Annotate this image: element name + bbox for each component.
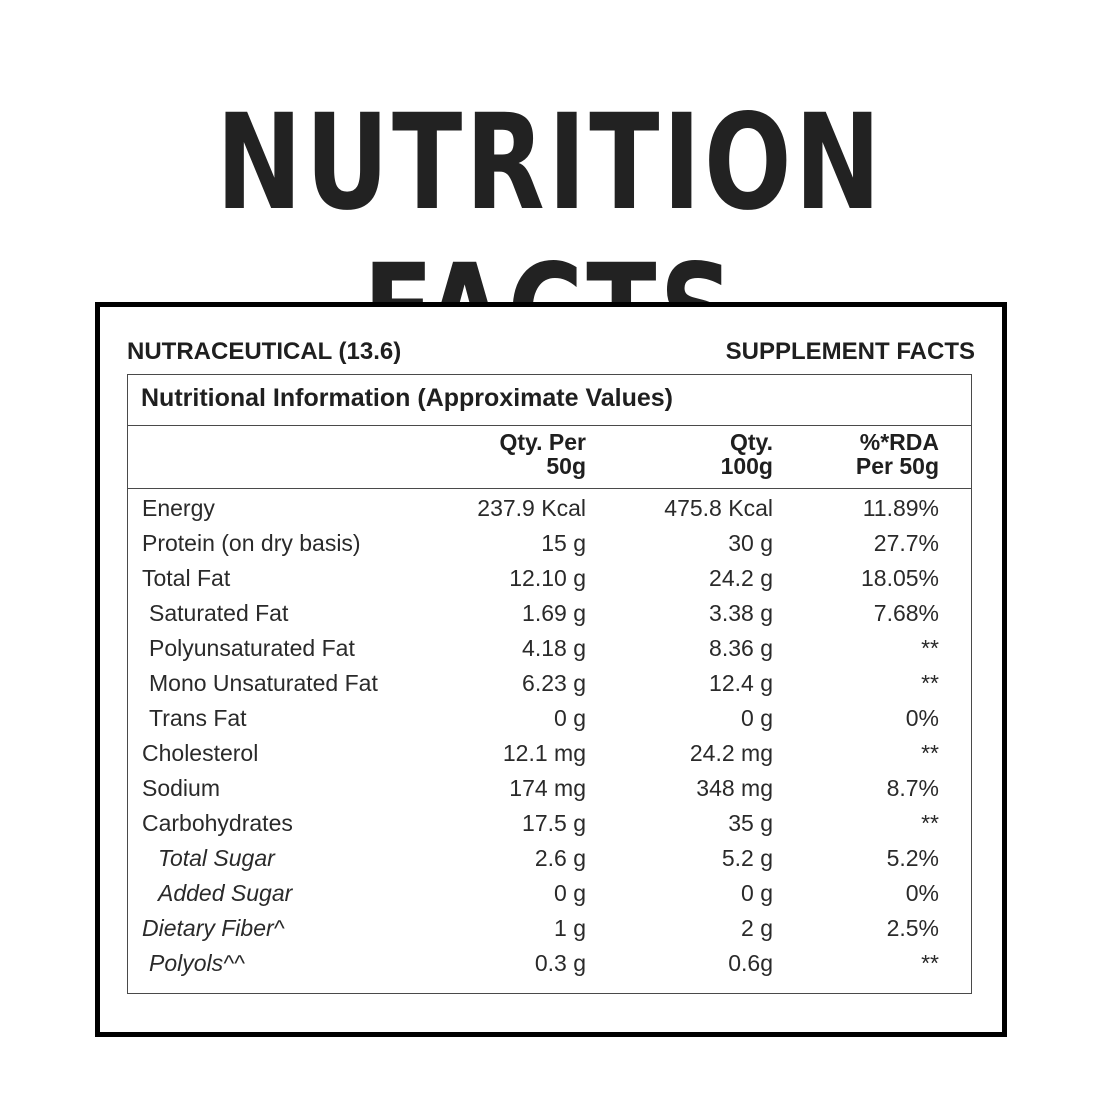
table-row: Polyols^^ 0.3 g 0.6g ** <box>128 950 971 985</box>
nutrient-name: Dietary Fiber^ <box>142 915 285 941</box>
rda-percent: 27.7% <box>873 530 939 556</box>
qty-per-100g: 35 g <box>728 810 773 836</box>
rda-percent: ** <box>921 810 939 836</box>
qty-per-100g: 475.8 Kcal <box>664 495 773 521</box>
rda-percent: 11.89% <box>862 495 939 521</box>
nutrient-name: Total Sugar <box>158 845 275 871</box>
rda-percent: ** <box>921 950 939 976</box>
rda-percent: 18.05% <box>860 565 939 591</box>
nutrient-name: Added Sugar <box>158 880 293 906</box>
table-row: Saturated Fat 1.69 g 3.38 g 7.68% <box>128 600 971 635</box>
rda-percent: ** <box>921 740 939 766</box>
nutrient-name: Carbohydrates <box>142 810 293 836</box>
nutrient-name: Energy <box>142 495 215 521</box>
rda-percent: ** <box>921 670 939 696</box>
column-header-rda: %*RDA Per 50g <box>855 429 939 479</box>
table-row: Trans Fat 0 g 0 g 0% <box>128 705 971 740</box>
qty-per-100g: 0 g <box>741 880 773 906</box>
qty-per-50g: 12.10 g <box>509 565 586 591</box>
table-row: Total Sugar 2.6 g 5.2 g 5.2% <box>128 845 971 880</box>
table-row: Polyunsaturated Fat 4.18 g 8.36 g ** <box>128 635 971 670</box>
qty-per-50g: 4.18 g <box>522 635 586 661</box>
nutrient-name: Polyunsaturated Fat <box>149 635 355 661</box>
qty-per-50g: 17.5 g <box>522 810 586 836</box>
qty-per-100g: 2 g <box>741 915 773 941</box>
nutrient-name: Total Fat <box>142 565 231 591</box>
qty-per-100g: 0 g <box>741 705 773 731</box>
rda-percent: 5.2% <box>886 845 939 871</box>
table-row: Total Fat 12.10 g 24.2 g 18.05% <box>128 565 971 600</box>
nutrient-name: Cholesterol <box>142 740 259 766</box>
nutrient-name: Saturated Fat <box>149 600 289 626</box>
nutrient-name: Protein (on dry basis) <box>142 530 361 556</box>
column-header-per-100g: Qty. 100g <box>720 429 773 479</box>
supplement-facts-label: SUPPLEMENT FACTS <box>725 338 975 365</box>
qty-per-50g: 12.1 mg <box>502 740 586 766</box>
brand-label: NUTRACEUTICAL (13.6) <box>127 338 402 365</box>
nutrition-table: Nutritional Information (Approximate Val… <box>127 374 972 994</box>
rda-percent: 0% <box>905 880 939 906</box>
table-row: Energy 237.9 Kcal 475.8 Kcal 11.89% <box>128 495 971 530</box>
column-header-per-50g: Qty. Per 50g <box>499 429 587 479</box>
qty-per-100g: 5.2 g <box>721 845 773 871</box>
table-title: Nutritional Information (Approximate Val… <box>141 384 673 412</box>
qty-per-50g: 0 g <box>554 880 586 906</box>
qty-per-100g: 24.2 g <box>709 565 773 591</box>
nutrition-panel <box>95 302 1007 1037</box>
qty-per-100g: 30 g <box>728 530 773 556</box>
title-divider <box>128 425 971 426</box>
rda-percent: 0% <box>905 705 939 731</box>
nutrient-name: Trans Fat <box>149 705 247 731</box>
qty-per-100g: 24.2 mg <box>689 740 773 766</box>
rda-percent: 7.68% <box>873 600 939 626</box>
qty-per-50g: 6.23 g <box>522 670 586 696</box>
table-row: Protein (on dry basis) 15 g 30 g 27.7% <box>128 530 971 565</box>
qty-per-50g: 0 g <box>554 705 586 731</box>
qty-per-100g: 3.38 g <box>709 600 773 626</box>
table-row: Sodium 174 mg 348 mg 8.7% <box>128 775 971 810</box>
rda-percent: 2.5% <box>886 915 939 941</box>
table-row: Cholesterol 12.1 mg 24.2 mg ** <box>128 740 971 775</box>
qty-per-100g: 8.36 g <box>709 635 773 661</box>
qty-per-50g: 237.9 Kcal <box>477 495 586 521</box>
rda-percent: 8.7% <box>886 775 939 801</box>
qty-per-50g: 0.3 g <box>534 950 586 976</box>
qty-per-50g: 2.6 g <box>534 845 586 871</box>
header-divider <box>128 488 971 489</box>
qty-per-100g: 348 mg <box>696 775 773 801</box>
table-row: Carbohydrates 17.5 g 35 g ** <box>128 810 971 845</box>
nutrient-name: Mono Unsaturated Fat <box>149 670 378 696</box>
rda-percent: ** <box>921 635 939 661</box>
qty-per-50g: 174 mg <box>509 775 586 801</box>
nutrient-name: Sodium <box>142 775 220 801</box>
qty-per-50g: 1 g <box>554 915 586 941</box>
table-row: Added Sugar 0 g 0 g 0% <box>128 880 971 915</box>
qty-per-50g: 1.69 g <box>522 600 586 626</box>
nutrient-name: Polyols^^ <box>149 950 245 976</box>
qty-per-50g: 15 g <box>541 530 586 556</box>
table-row: Mono Unsaturated Fat 6.23 g 12.4 g ** <box>128 670 971 705</box>
qty-per-100g: 12.4 g <box>709 670 773 696</box>
qty-per-100g: 0.6g <box>728 950 773 976</box>
table-row: Dietary Fiber^ 1 g 2 g 2.5% <box>128 915 971 950</box>
